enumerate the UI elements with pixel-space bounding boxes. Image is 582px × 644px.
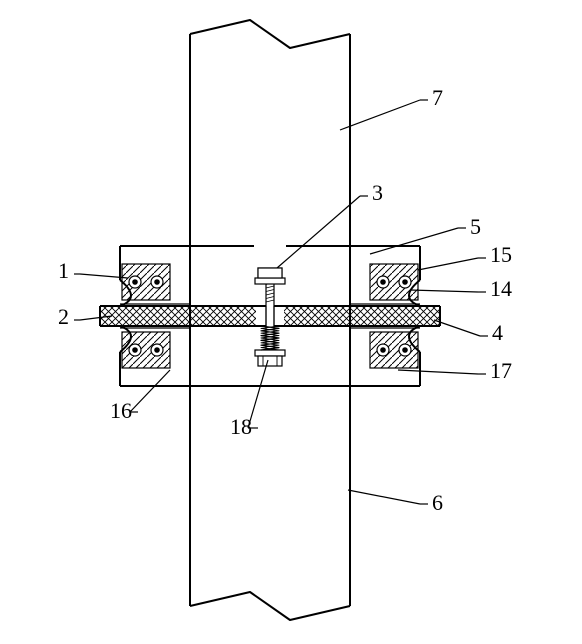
label-5: 5 [470, 214, 481, 239]
label-2: 2 [58, 304, 69, 329]
label-14: 14 [490, 276, 512, 301]
engineering-diagram: 7 3 5 15 1 14 2 4 17 16 18 6 [0, 0, 582, 644]
label-15: 15 [490, 242, 512, 267]
label-3: 3 [372, 180, 383, 205]
label-6: 6 [432, 490, 443, 515]
label-4: 4 [492, 320, 503, 345]
label-17: 17 [490, 358, 512, 383]
label-16: 16 [110, 398, 132, 423]
label-18: 18 [230, 414, 252, 439]
label-1: 1 [58, 258, 69, 283]
label-7: 7 [432, 85, 443, 110]
